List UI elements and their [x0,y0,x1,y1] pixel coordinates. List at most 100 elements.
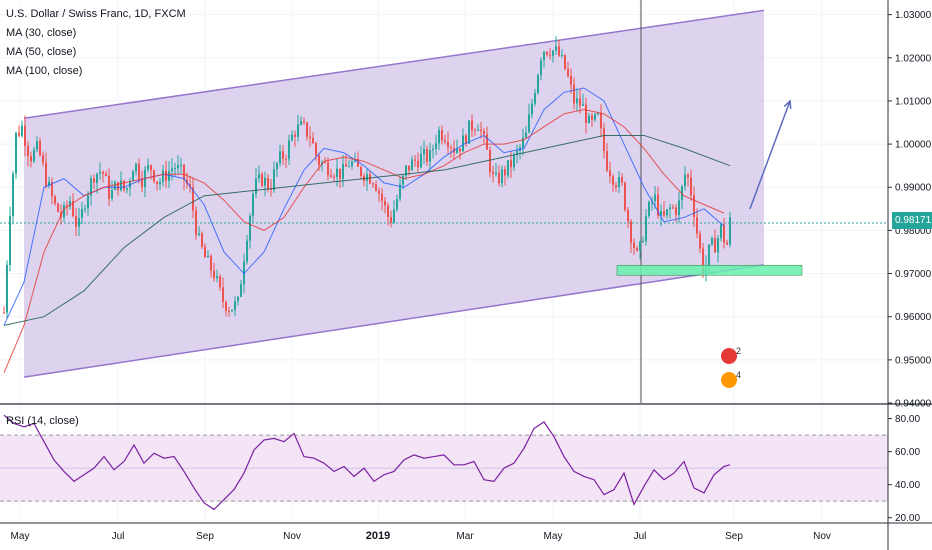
candle-body [285,158,287,160]
candle-body [555,46,557,51]
candle-body [621,177,623,183]
rsi-legend[interactable]: RSI (14, close) [6,415,79,427]
candle-body [471,120,473,131]
candle-body [531,103,533,115]
candle-body [618,177,620,188]
candle-body [525,132,527,138]
candle-body [72,201,74,217]
candle-body [246,240,248,262]
rsi-line [3,414,731,511]
candle-body [267,177,269,189]
candle-body [249,215,251,241]
candle-body [84,208,86,210]
candle-body [417,160,419,168]
candle-body [351,161,353,167]
candle-body [411,159,413,171]
ma30-legend[interactable]: MA (30, close) [6,27,77,39]
ma50-legend[interactable]: MA (50, close) [6,46,77,58]
candle-body [600,113,602,129]
candle-body [270,188,272,190]
candle-body [198,233,200,235]
candle-body [6,265,8,313]
candle-body [723,224,725,243]
candle-body [609,170,611,177]
candle-body [339,168,341,179]
candle-body [468,120,470,144]
candle-body [204,246,206,258]
candle-body [66,205,68,207]
candle-body [534,92,536,104]
event-badge-count: 4 [736,370,741,380]
candle-body [24,125,26,146]
candle-body [63,205,65,218]
candle-body [516,150,518,155]
time-tick-label: Jul [112,531,125,542]
candle-body [201,233,203,247]
time-tick-label: Mar [456,531,474,542]
candle-body [315,143,317,156]
candle-body [231,309,233,312]
candle-body [237,296,239,302]
candle-body [504,169,506,176]
candle-body [669,207,671,210]
ma100-legend[interactable]: MA (100, close) [6,65,83,77]
candle-body [36,141,38,150]
candle-body [564,55,566,69]
candle-body [486,134,488,150]
candle-body [597,113,599,115]
price-tick-label: 0.96000 [895,312,932,323]
candle-body [672,207,674,209]
candle-body [81,208,83,218]
candle-body [546,51,548,55]
candle-body [624,182,626,210]
candle-body [309,136,311,139]
candle-body [3,312,5,314]
candle-body [549,54,551,57]
candle-body [399,184,401,200]
candle-body [78,217,80,227]
candle-body [141,178,143,188]
candle-body [162,170,164,182]
candle-body [405,165,407,176]
candle-body [159,181,161,185]
candle-body [135,163,137,172]
price-tick-label: 0.95000 [895,355,932,366]
candle-body [336,168,338,178]
candle-body [117,182,119,191]
candle-body [507,160,509,176]
candle-body [501,169,503,184]
candle-body [702,248,704,274]
candle-body [219,276,221,288]
price-tick-label: 1.00000 [895,140,932,151]
candlestick-series [3,36,731,319]
ma50-line [3,109,725,373]
candle-body [666,209,668,216]
support-zone [616,264,803,276]
rsi-tick-label: 20.00 [895,513,920,524]
candle-body [330,175,332,177]
candle-body [384,200,386,206]
candle-body [75,216,77,227]
candle-body [642,241,644,243]
candle-body [633,242,635,248]
candle-body [261,174,263,186]
candle-body [21,125,23,136]
candle-body [390,216,392,223]
candle-body [645,216,647,242]
candle-body [18,132,20,136]
candle-body [627,209,629,222]
candle-body [591,115,593,120]
candle-body [570,75,572,85]
candle-body [147,165,149,170]
candle-body [324,162,326,164]
candle-body [582,104,584,106]
candle-body [540,60,542,76]
candle-body [639,241,641,251]
candle-body [474,130,476,132]
candle-body [177,165,179,169]
projection-arrow-line [749,100,791,210]
candle-body [357,158,359,167]
candle-body [615,185,617,188]
price-tick-label: 0.97000 [895,269,932,280]
